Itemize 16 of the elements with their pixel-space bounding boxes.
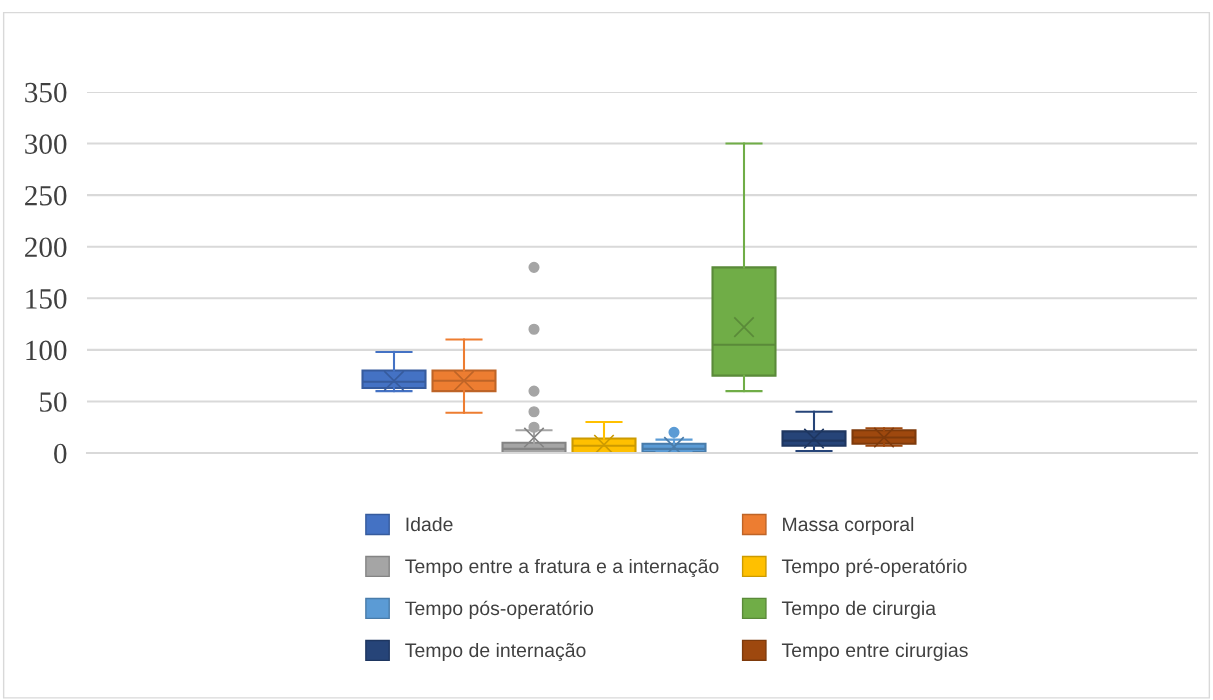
y-tick-label: 0: [54, 443, 67, 464]
legend-label: Tempo pós-operatório: [405, 600, 594, 620]
y-tick-label: 100: [26, 340, 67, 361]
y-tick-label: 300: [25, 134, 67, 154]
legend-label: Tempo entre cirurgias: [781, 642, 968, 661]
y-tick-label: 150: [26, 289, 67, 309]
y-tick-label: 50: [40, 392, 67, 412]
legend-label: Tempo pré-operatório: [781, 558, 967, 578]
legend-label: Tempo entre a fratura e a internação: [405, 558, 719, 578]
legend-label: Tempo de internação: [405, 642, 586, 662]
y-tick-label: 250: [25, 185, 67, 206]
y-tick-label: 350: [25, 82, 67, 103]
y-tick-label: 200: [25, 237, 67, 258]
legend-label: Massa corporal: [783, 516, 914, 536]
legend-label: Idade: [406, 516, 453, 532]
legend-label: Tempo de cirurgia: [781, 600, 937, 619]
